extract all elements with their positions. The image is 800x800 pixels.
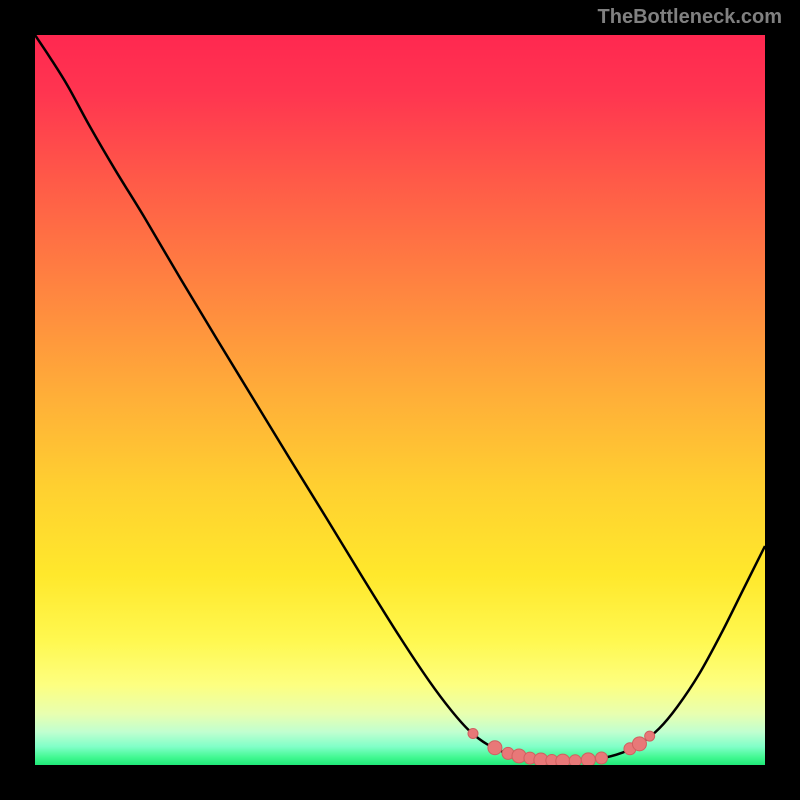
chart-curve-layer: [35, 35, 765, 765]
watermark-text: TheBottleneck.com: [598, 6, 782, 29]
valley-marker: [569, 755, 581, 765]
valley-marker: [632, 737, 646, 751]
valley-marker: [581, 753, 595, 765]
valley-marker: [645, 731, 655, 741]
valley-marker: [556, 754, 570, 765]
chart-area: [35, 35, 765, 765]
valley-marker: [468, 728, 478, 738]
bottleneck-curve: [35, 35, 765, 761]
valley-markers-group: [468, 728, 655, 765]
valley-marker: [595, 752, 607, 764]
valley-marker: [488, 741, 502, 755]
